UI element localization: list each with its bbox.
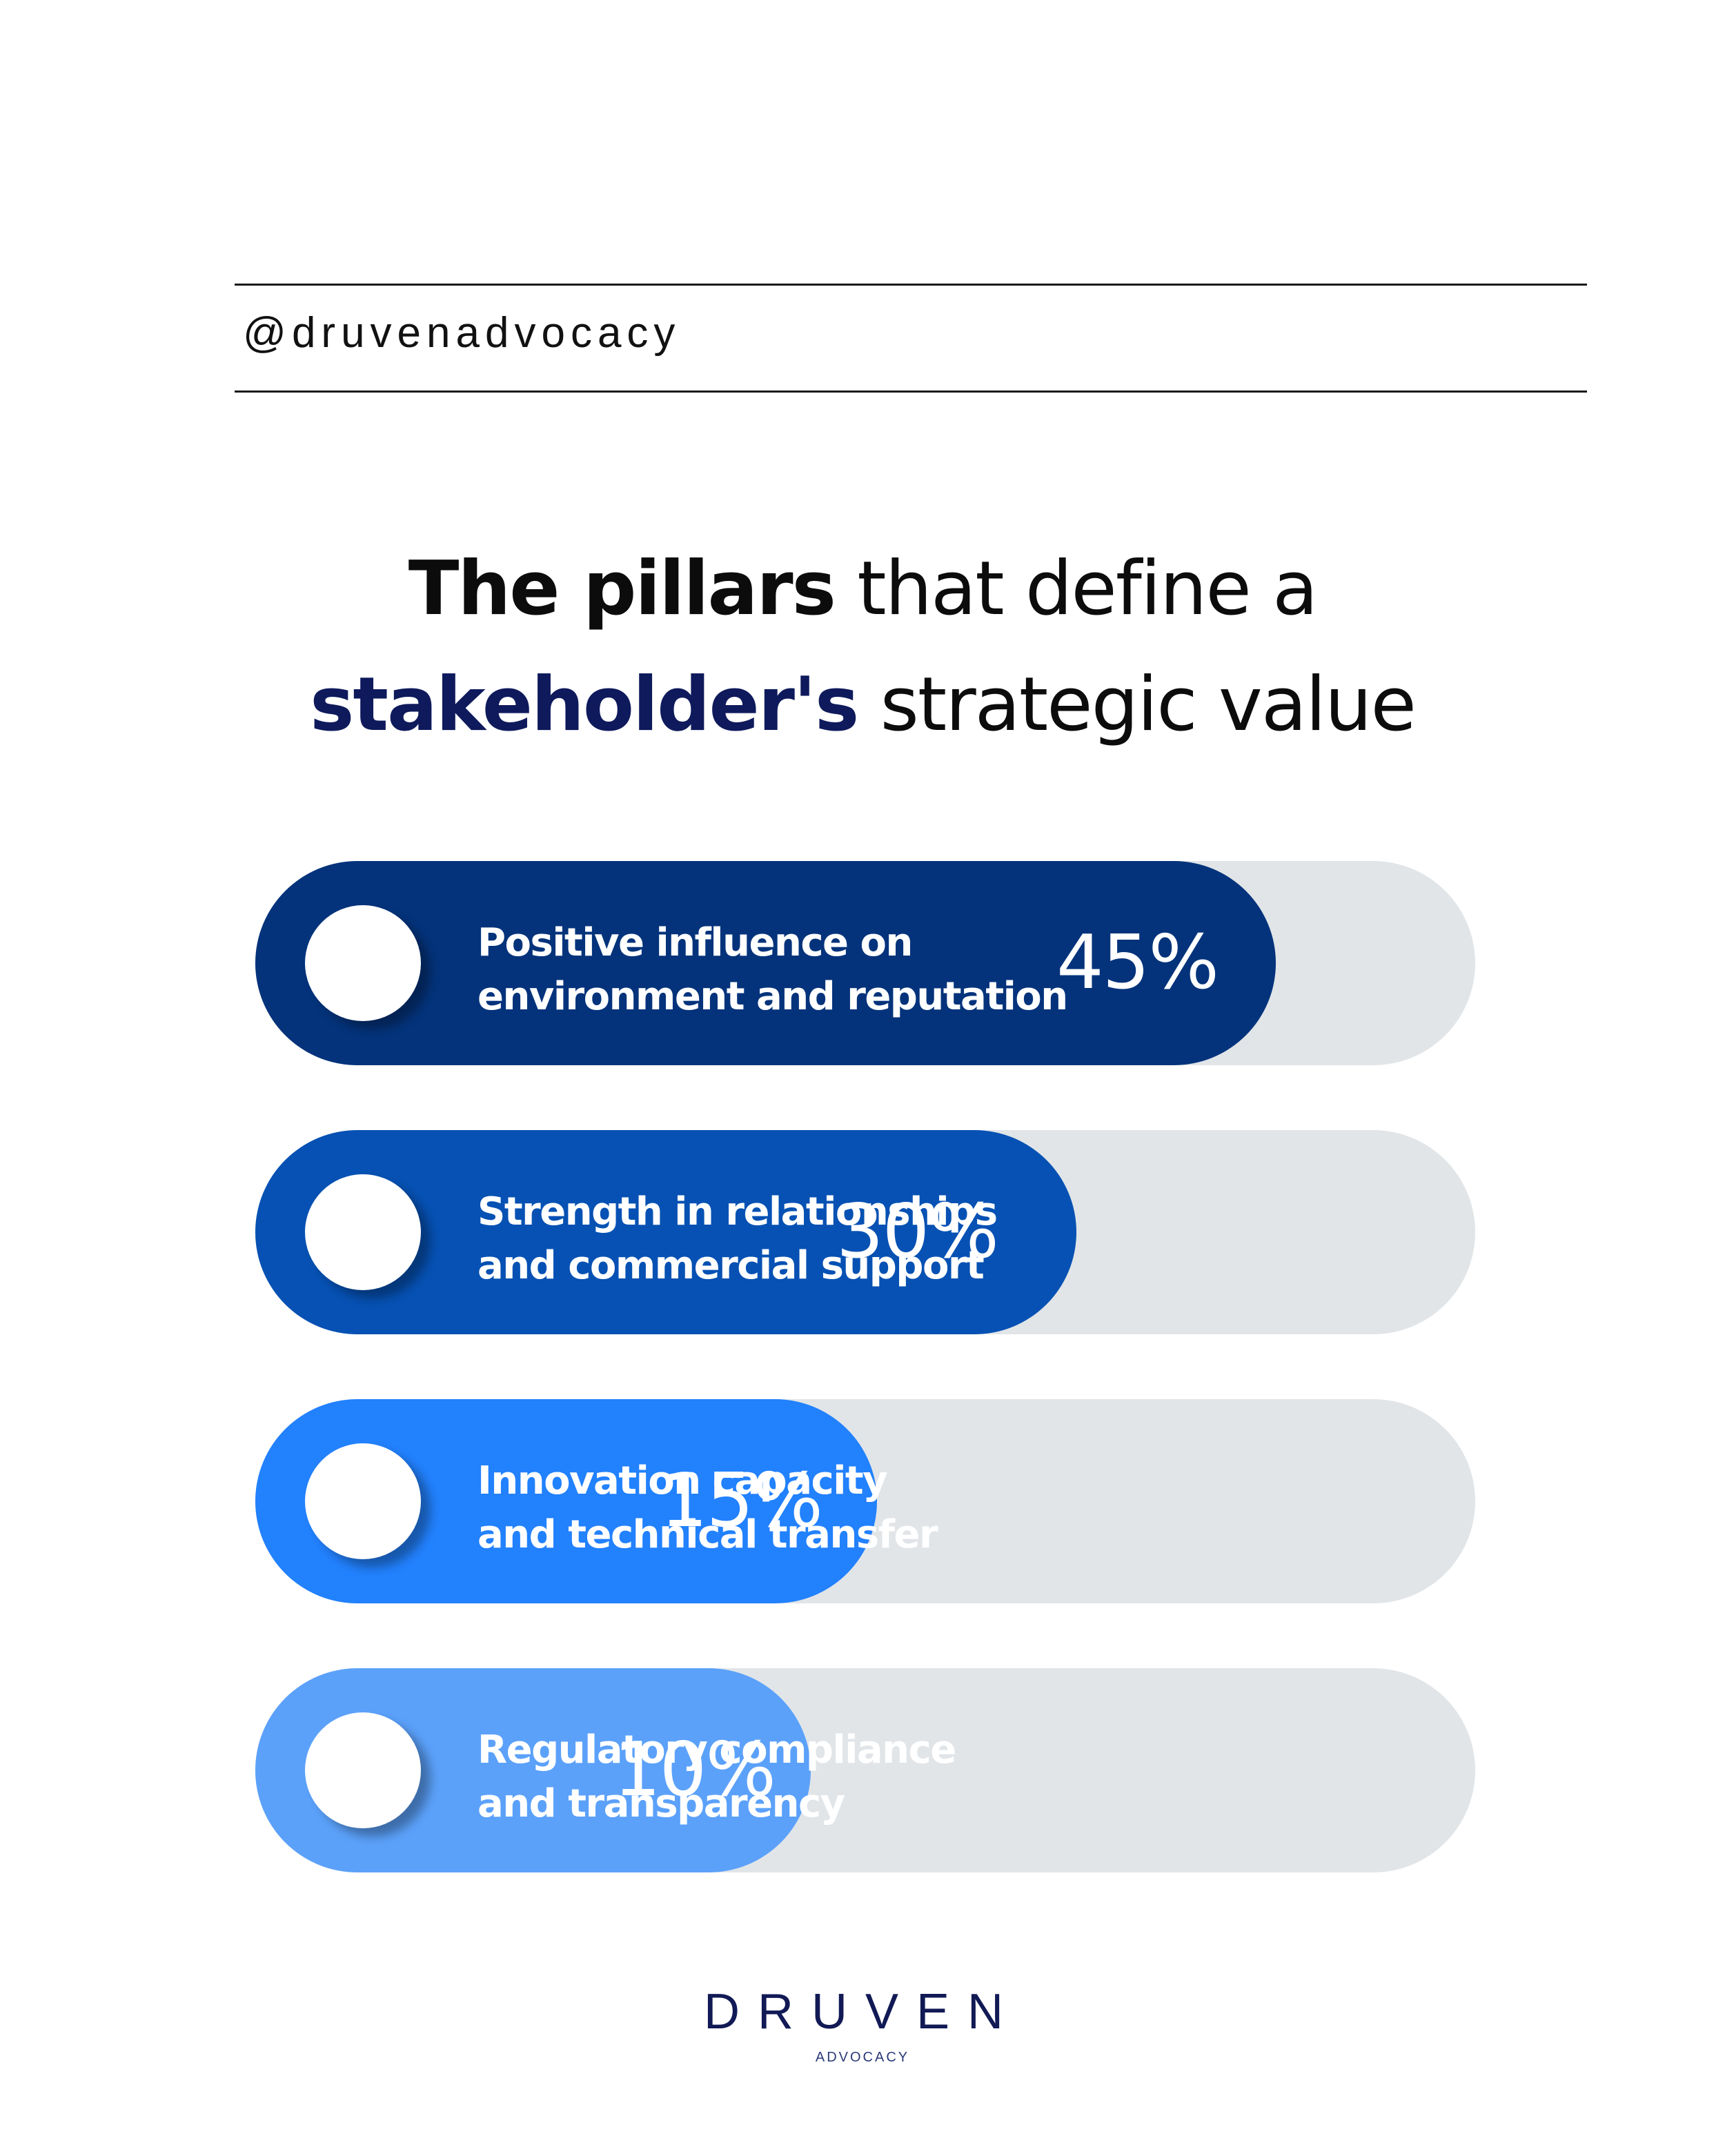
bar-category-line: environment and reputation [477,974,1068,1019]
bar-fill [255,861,1276,1065]
bar-row: Positive influence on environment and rep… [255,861,1475,1065]
bar-category-line: Regulatory compliance [477,1728,956,1772]
bar-category-line: and transparency [477,1781,845,1826]
toggle-knob [305,905,421,1021]
bar-value-label: 15% [660,1458,823,1544]
bar-value-label: 10% [613,1727,776,1813]
bar-value-label: 45% [1056,920,1219,1006]
social-handle: @druvenadvocacy [243,309,681,357]
title-line-1: The pillars that define a [0,531,1725,647]
brand-logo-subtitle: ADVOCACY [815,2050,910,2065]
bottom-divider [235,390,1587,393]
bar-category-label: Regulatory compliance and transparency [477,1723,1043,1831]
title-bold-phrase: The pillars [408,546,836,632]
pillars-bar-chart: Positive influence on environment and rep… [255,861,1475,1874]
bar-value-label: 30% [836,1189,999,1275]
toggle-knob [305,1443,421,1559]
page-title: The pillars that define a stakeholder's … [0,531,1725,763]
toggle-knob [305,1174,421,1290]
bar-category-line: Positive influence on [477,920,913,965]
title-line-2: stakeholder's strategic value [0,647,1725,763]
bar-category-line: Strength in relationships [477,1189,998,1234]
bar-row: Innovation capacity and technical transfe… [255,1399,1475,1603]
title-rest-1: that define a [834,546,1318,632]
bar-category-label: Innovation capacity and technical transfe… [477,1454,1043,1562]
brand-logo: DRUVEN [703,1984,1022,2039]
bar-category-line: Innovation capacity [477,1458,888,1503]
title-accent-phrase: stakeholder's [310,662,859,748]
toggle-knob [305,1712,421,1828]
bar-category-label: Positive influence on environment and rep… [477,916,1068,1024]
top-divider [235,284,1587,286]
bar-row: Regulatory compliance and transparency 10% [255,1668,1475,1872]
bar-category-line: and technical transfer [477,1512,938,1557]
bar-row: Strength in relationships and commercial … [255,1130,1475,1334]
title-rest-2: strategic value [858,662,1417,748]
bar-category-label: Strength in relationships and commercial … [477,1185,1043,1293]
bar-category-line: and commercial support [477,1243,985,1288]
